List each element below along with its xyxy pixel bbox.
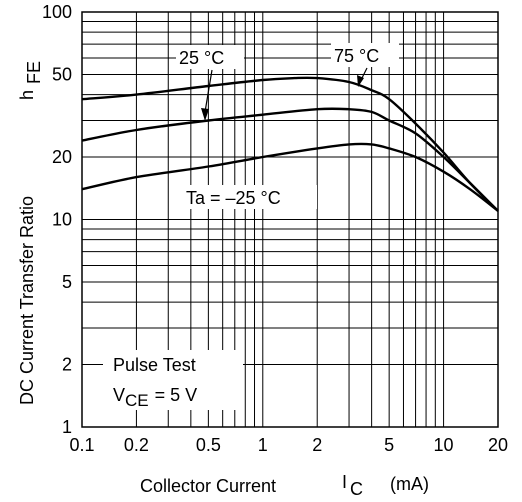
y-tick-label: 1 xyxy=(62,417,72,437)
arrow-75c-head xyxy=(357,75,364,87)
y-axis-title: DC Current Transfer Ratio xyxy=(17,196,37,405)
y-tick-label: 100 xyxy=(42,2,72,22)
label-75c-box xyxy=(331,43,399,67)
series-curves xyxy=(81,76,499,212)
x-axis-title: Collector Current xyxy=(140,476,276,496)
y-tick-label: 10 xyxy=(52,210,72,230)
label-25c-box xyxy=(176,45,244,69)
label-ta: Ta = –25 °C xyxy=(186,188,281,208)
label-25c: 25 °C xyxy=(179,48,224,68)
y-tick-label: 20 xyxy=(52,147,72,167)
y-tick-labels: 1 2 5 10 20 50 100 xyxy=(42,2,72,437)
label-ta-box xyxy=(183,185,317,209)
y-tick-label: 2 xyxy=(62,355,72,375)
y-tick-label: 5 xyxy=(62,272,72,292)
x-tick-label: 10 xyxy=(434,435,454,455)
series-line-1 xyxy=(81,107,499,212)
plot-frame xyxy=(81,11,499,428)
x-axis-unit: (mA) xyxy=(390,474,429,494)
arrow-25c-head xyxy=(201,108,209,121)
x-tick-label: 5 xyxy=(384,435,394,455)
x-tick-label: 0.5 xyxy=(196,435,221,455)
pulse-test-box xyxy=(103,350,243,410)
label-75c: 75 °C xyxy=(334,46,379,66)
arrow-25c-line xyxy=(204,69,213,113)
series-line-0 xyxy=(81,76,499,212)
y-tick-label: 50 xyxy=(52,64,72,84)
x-tick-labels: 0.1 0.2 0.5 1 2 5 10 20 xyxy=(69,435,508,455)
vce-label: VCE = 5 V xyxy=(113,385,197,410)
x-tick-label: 0.1 xyxy=(69,435,94,455)
y-axis-symbol: hFE xyxy=(17,61,44,100)
x-tick-label: 2 xyxy=(312,435,322,455)
x-tick-label: 20 xyxy=(488,435,508,455)
x-tick-label: 1 xyxy=(258,435,268,455)
x-tick-label: 0.2 xyxy=(124,435,149,455)
pulse-test-label: Pulse Test xyxy=(113,355,196,375)
series-line-2 xyxy=(81,142,499,212)
